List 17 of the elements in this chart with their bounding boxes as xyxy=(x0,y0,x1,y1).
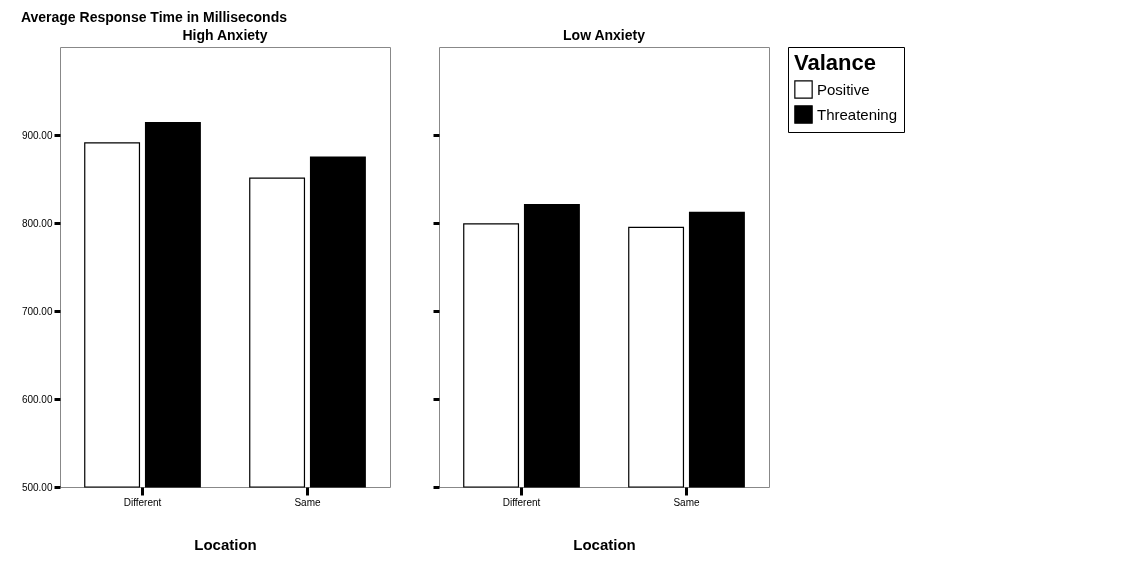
x-tick-label: Different xyxy=(123,496,162,508)
y-tick-label: 600.00 xyxy=(21,393,53,405)
y-tick-label: 900.00 xyxy=(21,129,53,141)
legend-title: Valance xyxy=(794,50,876,75)
chart-title: High Anxiety xyxy=(182,27,268,43)
text: Average Response Time in Milliseconds xyxy=(20,8,288,25)
y-tick-label: 800.00 xyxy=(21,217,53,229)
y-tick-label: 700.00 xyxy=(21,305,53,317)
x-axis-title: Location xyxy=(573,535,636,553)
y-tick-label: 500.00 xyxy=(21,481,53,493)
x-tick-label: Different xyxy=(502,496,541,508)
legend-label: Positive xyxy=(817,80,870,98)
legend-label: Threatening xyxy=(817,105,898,123)
x-tick-label: Same xyxy=(294,496,321,508)
x-axis-title: Location xyxy=(194,535,257,553)
x-tick-label: Same xyxy=(673,496,700,508)
chart-title: Low Anxiety xyxy=(563,27,646,43)
